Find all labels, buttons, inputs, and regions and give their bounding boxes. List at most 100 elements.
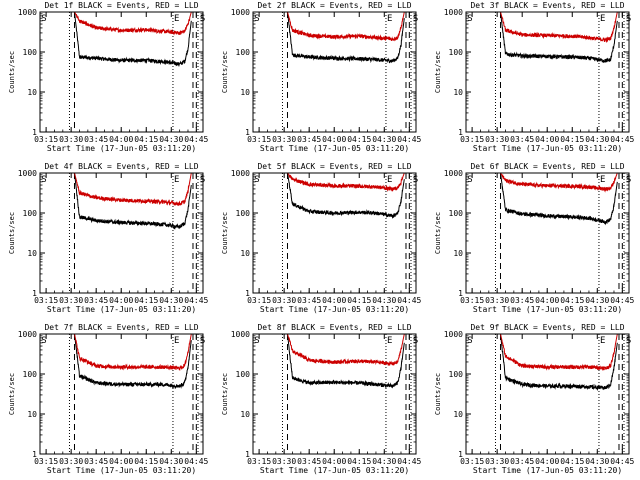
y-tick-label: 1: [245, 450, 250, 459]
time-marker-label: E: [387, 175, 392, 185]
y-axis-label: Counts/sec: [8, 51, 16, 93]
series-line: [74, 334, 192, 371]
x-tick-label: 04:00: [535, 135, 559, 144]
panel-title: Det 1f BLACK = Events, RED = LLD: [44, 1, 198, 10]
x-tick-label: 04:00: [535, 457, 559, 466]
y-tick-label: 10: [27, 249, 37, 258]
detector-panel: Det 6f BLACK = Events, RED = LLD Counts/s…: [434, 162, 635, 314]
y-tick-label: 1000: [444, 169, 463, 178]
x-tick-label: 03:30: [272, 296, 296, 305]
x-tick-label: 03:30: [59, 135, 83, 144]
x-tick-label: 03:45: [510, 457, 534, 466]
x-axis-label: Start Time (17-Jun-05 03:11:20): [260, 144, 409, 153]
y-tick-label: 100: [449, 370, 464, 379]
series-line: [499, 12, 618, 64]
x-axis-label: Start Time (17-Jun-05 03:11:20): [260, 305, 409, 314]
x-tick-label: 03:45: [297, 296, 321, 305]
x-axis-label: Start Time (17-Jun-05 03:11:20): [473, 466, 622, 475]
series-line: [499, 173, 618, 226]
y-tick-label: 1000: [231, 330, 250, 339]
y-axis-label: Counts/sec: [221, 373, 229, 415]
panel-title: Det 8f BLACK = Events, RED = LLD: [257, 323, 411, 332]
y-tick-label: 100: [23, 209, 38, 218]
series-line: [287, 12, 405, 42]
panel-title: Det 5f BLACK = Events, RED = LLD: [257, 162, 411, 171]
x-tick-label: 03:45: [510, 296, 534, 305]
x-tick-label: 03:45: [297, 457, 321, 466]
y-axis-label: Counts/sec: [434, 51, 442, 93]
panel-title: Det 7f BLACK = Events, RED = LLD: [44, 323, 198, 332]
y-tick-label: 1000: [18, 330, 37, 339]
plot-frame: [39, 172, 204, 294]
y-tick-label: 100: [23, 370, 38, 379]
x-tick-label: 04:00: [322, 457, 346, 466]
detector-panel: Det 5f BLACK = Events, RED = LLD Counts/s…: [221, 162, 422, 314]
y-tick-label: 1000: [444, 330, 463, 339]
y-axis-label: Counts/sec: [8, 373, 16, 415]
x-tick-label: 04:15: [347, 457, 371, 466]
plot-frame: [465, 333, 630, 455]
y-tick-label: 100: [449, 48, 464, 57]
x-tick-label: 04:45: [184, 135, 208, 144]
time-marker-label: S: [41, 175, 46, 185]
x-tick-label: 04:00: [535, 296, 559, 305]
time-marker-label: E: [174, 14, 179, 24]
time-marker-label: S: [254, 175, 259, 185]
time-marker-label: S: [254, 14, 259, 24]
y-tick-label: 1000: [231, 8, 250, 17]
y-tick-label: 10: [453, 88, 463, 97]
y-axis-label: Counts/sec: [221, 212, 229, 254]
series-line: [500, 334, 618, 371]
time-marker-label: E: [600, 336, 605, 346]
x-tick-label: 04:00: [322, 296, 346, 305]
y-tick-label: 1: [32, 450, 37, 459]
y-tick-label: 1: [245, 289, 250, 298]
plot-frame: [252, 333, 417, 455]
x-tick-label: 03:15: [34, 135, 58, 144]
y-tick-label: 1: [458, 289, 463, 298]
panel-title: Det 4f BLACK = Events, RED = LLD: [44, 162, 198, 171]
time-marker-label: S: [254, 336, 259, 346]
series-line: [73, 173, 192, 230]
x-tick-label: 04:45: [610, 457, 634, 466]
y-axis-label: Counts/sec: [221, 51, 229, 93]
x-tick-label: 04:45: [397, 135, 421, 144]
x-tick-label: 03:30: [272, 457, 296, 466]
x-axis-label: Start Time (17-Jun-05 03:11:20): [260, 466, 409, 475]
x-tick-label: 04:15: [560, 457, 584, 466]
x-axis-label: Start Time (17-Jun-05 03:11:20): [47, 305, 196, 314]
detector-panel: Det 2f BLACK = Events, RED = LLD Counts/s…: [221, 1, 422, 153]
y-tick-label: 1000: [444, 8, 463, 17]
y-tick-label: 1000: [231, 169, 250, 178]
series-line: [287, 334, 405, 367]
time-marker-label: E: [174, 336, 179, 346]
x-tick-label: 03:15: [460, 135, 484, 144]
x-tick-label: 04:30: [159, 135, 183, 144]
x-axis-label: Start Time (17-Jun-05 03:11:20): [473, 144, 622, 153]
detector-panel: Det 9f BLACK = Events, RED = LLD Counts/s…: [434, 323, 635, 475]
x-tick-label: 04:00: [109, 296, 133, 305]
plot-frame: [39, 11, 204, 133]
x-tick-label: 03:15: [247, 135, 271, 144]
x-tick-label: 03:30: [485, 457, 509, 466]
series-line: [286, 334, 405, 389]
x-tick-label: 04:30: [585, 135, 609, 144]
y-tick-label: 1000: [18, 169, 37, 178]
x-tick-label: 03:15: [247, 296, 271, 305]
x-tick-label: 04:30: [372, 296, 396, 305]
x-tick-label: 03:30: [485, 135, 509, 144]
x-tick-label: 04:45: [397, 457, 421, 466]
panel-title: Det 2f BLACK = Events, RED = LLD: [257, 1, 411, 10]
series-line: [74, 173, 192, 207]
x-tick-label: 04:45: [610, 296, 634, 305]
y-axis-label: Counts/sec: [434, 373, 442, 415]
y-tick-label: 1: [32, 128, 37, 137]
x-tick-label: 03:45: [84, 296, 108, 305]
y-tick-label: 1: [245, 128, 250, 137]
plot-frame: [39, 333, 204, 455]
x-tick-label: 03:45: [84, 457, 108, 466]
x-tick-label: 04:30: [372, 457, 396, 466]
x-tick-label: 03:30: [485, 296, 509, 305]
y-tick-label: 10: [240, 410, 250, 419]
